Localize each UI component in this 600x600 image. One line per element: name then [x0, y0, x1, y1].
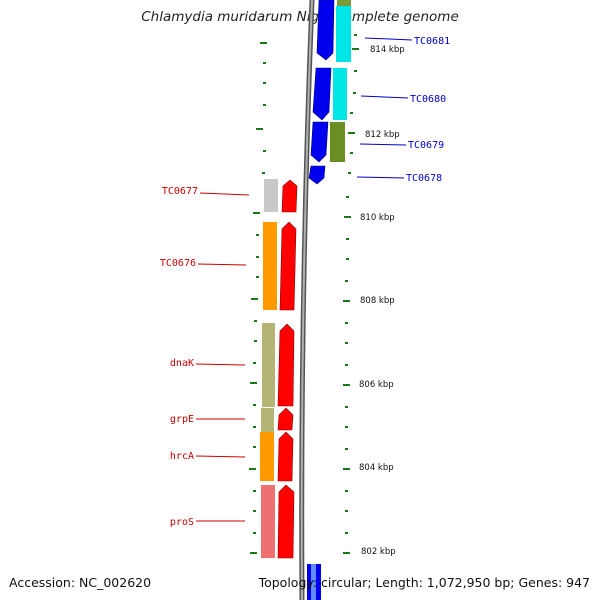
plus-strand-genes: [307, 0, 335, 600]
kbp-label: 814 kbp: [370, 45, 405, 55]
kbp-label: 812 kbp: [365, 130, 400, 140]
gene-arrow-pros: [277, 484, 295, 559]
gene-label: hrcA: [170, 451, 194, 462]
accession-label: Accession: NC_002620: [9, 575, 152, 590]
gene-label: proS: [170, 517, 194, 528]
genome-summary: Topology: circular; Length: 1,072,950 bp…: [258, 575, 590, 590]
gene-label: dnaK: [170, 358, 194, 369]
gene-label: TC0679: [408, 140, 444, 151]
gene-label: TC0676: [160, 258, 196, 269]
gene-label: grpE: [170, 414, 194, 425]
gene-arrow-tc0679: [310, 121, 329, 163]
kbp-label: 806 kbp: [359, 380, 394, 390]
gene-arrow-hrca: [277, 431, 294, 482]
minus-strand-genes: [277, 179, 298, 559]
left-tick-column: [249, 42, 267, 554]
map-title: Chlamydia muridarum Nigg, complete genom…: [141, 9, 459, 25]
gene-arrow-tc0676: [279, 221, 297, 311]
gene-arrow-dnak: [277, 323, 295, 407]
gene-label: TC0677: [162, 186, 198, 197]
minus-label-leaders: [195, 192, 250, 522]
gene-label: TC0681: [414, 36, 450, 47]
gene-label: TC0678: [406, 173, 442, 184]
plus-strand-categories: [330, 0, 351, 162]
kbp-label: 802 kbp: [361, 547, 396, 557]
minus-strand-categories: [260, 179, 278, 558]
plus-label-leaders: [356, 37, 413, 179]
gene-arrow-tc0677: [281, 179, 298, 213]
gene-arrow-tc0680: [312, 67, 332, 121]
gene-label: TC0680: [410, 94, 446, 105]
gene-arrow-tc0681: [316, 0, 335, 61]
kbp-label: 808 kbp: [360, 296, 395, 306]
right-tick-column: [343, 34, 359, 554]
gene-arrow-grpe: [277, 407, 294, 431]
gene-arrow-tc0678: [308, 165, 326, 185]
kbp-label: 804 kbp: [359, 463, 394, 473]
kbp-label: 810 kbp: [360, 213, 395, 223]
